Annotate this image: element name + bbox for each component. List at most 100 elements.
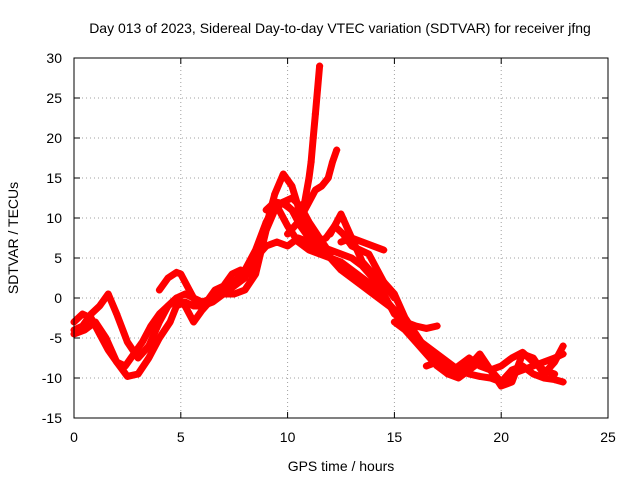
y-tick-label: 20: [46, 130, 62, 146]
data-point: [326, 230, 334, 238]
data-series: [70, 62, 567, 390]
data-point: [487, 366, 495, 374]
x-tick-label: 0: [70, 429, 78, 445]
data-point: [211, 286, 219, 294]
data-point: [145, 354, 153, 362]
data-point: [166, 318, 174, 326]
data-point: [230, 278, 238, 286]
data-point: [337, 210, 345, 218]
data-point: [348, 266, 356, 274]
data-point: [444, 358, 452, 366]
data-point: [497, 362, 505, 370]
series-line: [70, 194, 334, 362]
data-point: [412, 338, 420, 346]
data-point: [294, 238, 302, 246]
data-point: [155, 318, 163, 326]
y-tick-label: 25: [46, 90, 62, 106]
data-point: [262, 206, 270, 214]
data-point: [316, 250, 324, 258]
data-point: [540, 366, 548, 374]
data-point: [104, 346, 112, 354]
data-point: [326, 254, 334, 262]
data-point: [228, 270, 236, 278]
chart-title: Day 013 of 2023, Sidereal Day-to-day VTE…: [89, 20, 591, 36]
data-point: [173, 268, 181, 276]
data-point: [412, 330, 420, 338]
data-point: [185, 286, 193, 294]
data-point: [369, 290, 377, 298]
data-point: [87, 310, 95, 318]
data-point: [245, 270, 253, 278]
data-point: [369, 282, 377, 290]
grid: [74, 58, 608, 418]
axis-ticks: 0 5 10 15 20 25 -15 -10 -5 0 5 10 15 20 25 30: [42, 50, 616, 445]
data-point: [390, 306, 398, 314]
data-point: [337, 266, 345, 274]
data-point: [333, 146, 341, 154]
data-point: [155, 334, 163, 342]
data-point: [279, 170, 287, 178]
data-point: [465, 354, 473, 362]
y-tick-label: -15: [42, 410, 62, 426]
data-point: [123, 372, 131, 380]
data-point: [273, 238, 281, 246]
data-point: [316, 62, 324, 70]
data-point: [508, 354, 516, 362]
data-point: [380, 294, 388, 302]
data-point: [390, 290, 398, 298]
x-tick-label: 5: [177, 429, 185, 445]
data-point: [365, 250, 373, 258]
data-point: [309, 134, 317, 142]
y-axis-title: SDTVAR / TECUs: [5, 182, 21, 294]
data-point: [241, 286, 249, 294]
data-point: [284, 242, 292, 250]
data-point: [318, 182, 326, 190]
data-point: [314, 86, 322, 94]
data-point: [254, 254, 262, 262]
data-point: [422, 350, 430, 358]
data-point: [551, 358, 559, 366]
data-point: [155, 286, 163, 294]
data-point: [401, 326, 409, 334]
data-point: [305, 174, 313, 182]
data-point: [358, 258, 366, 266]
series-track-11: [422, 348, 559, 378]
data-point: [288, 206, 296, 214]
data-point: [476, 372, 484, 380]
data-point: [123, 338, 131, 346]
data-point: [311, 110, 319, 118]
data-point: [454, 374, 462, 382]
data-point: [113, 358, 121, 366]
data-point: [559, 342, 567, 350]
data-point: [358, 238, 366, 246]
y-tick-label: -5: [50, 330, 63, 346]
data-point: [96, 302, 104, 310]
data-point: [288, 182, 296, 190]
data-point: [373, 266, 381, 274]
data-point: [497, 382, 505, 390]
data-point: [173, 294, 181, 302]
data-point: [305, 246, 313, 254]
data-point: [181, 302, 189, 310]
data-point: [529, 370, 537, 378]
data-point: [134, 370, 142, 378]
data-point: [307, 158, 315, 166]
data-point: [230, 290, 238, 298]
data-point: [190, 318, 198, 326]
y-tick-label: 5: [54, 250, 62, 266]
data-point: [422, 324, 430, 332]
data-point: [369, 270, 377, 278]
data-point: [96, 330, 104, 338]
data-point: [401, 314, 409, 322]
data-point: [314, 238, 322, 246]
y-tick-label: 15: [46, 170, 62, 186]
data-point: [220, 282, 228, 290]
x-tick-label: 20: [493, 429, 509, 445]
data-point: [380, 246, 388, 254]
data-point: [262, 222, 270, 230]
data-point: [337, 250, 345, 258]
data-point: [252, 270, 260, 278]
data-point: [337, 238, 345, 246]
data-point: [305, 198, 313, 206]
data-point: [164, 302, 172, 310]
